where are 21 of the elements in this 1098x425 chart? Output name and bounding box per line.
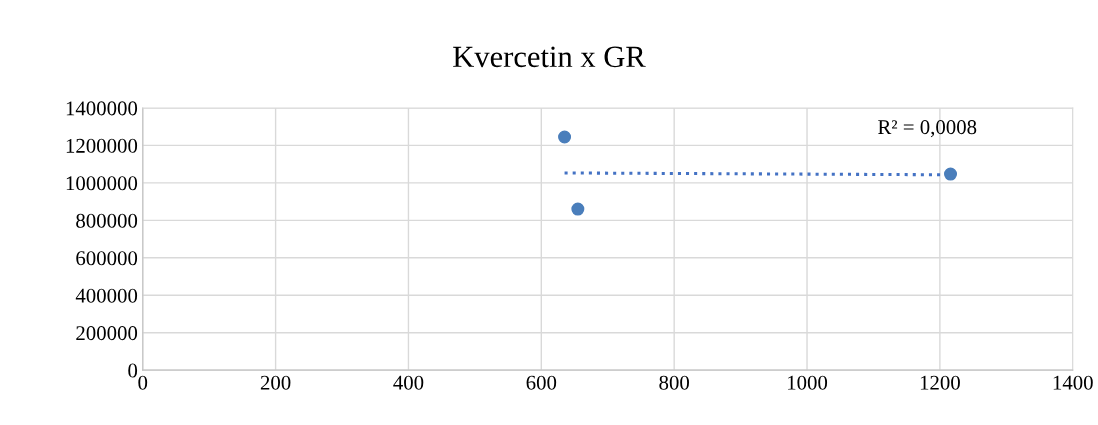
x-tick-label: 1000 xyxy=(788,375,828,390)
x-tick-label: 400 xyxy=(393,375,424,390)
x-tick-label: 1400 xyxy=(1053,375,1093,390)
point xyxy=(944,167,958,181)
y-tick-label: 600000 xyxy=(76,251,138,266)
y-tick-label: 1200000 xyxy=(66,138,138,153)
y-tick-label: 800000 xyxy=(76,213,138,228)
x-tick-label: 600 xyxy=(526,375,557,390)
annotation: R² = 0,0008 xyxy=(878,120,977,138)
x-tick-label: 0 xyxy=(138,375,148,390)
x-tick-label: 800 xyxy=(659,375,689,390)
y-tick-label: 0 xyxy=(128,363,138,378)
y-tick-label: 1400000 xyxy=(66,101,138,116)
x-tick-label: 200 xyxy=(260,375,291,390)
point xyxy=(558,130,572,144)
y-tick-label: 200000 xyxy=(76,326,138,341)
chart-title: Kvercetin x GR xyxy=(453,46,646,68)
y-tick-label: 400000 xyxy=(75,288,138,303)
x-tick-label: 1200 xyxy=(920,375,960,390)
y-tick-label: 1000000 xyxy=(66,176,138,191)
point xyxy=(571,202,585,216)
